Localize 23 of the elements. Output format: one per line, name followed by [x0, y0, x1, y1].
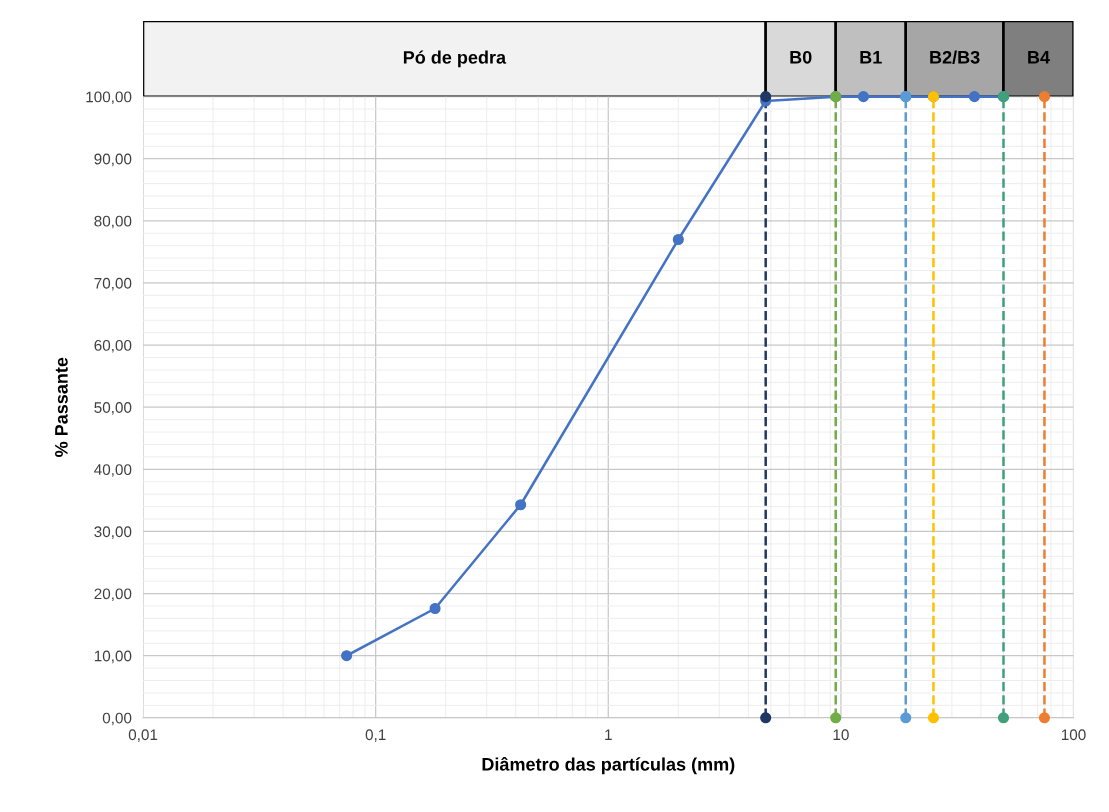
x-tick-label: 1 [605, 729, 612, 740]
y-tick-label: 20,00 [94, 588, 132, 602]
x-tick-label: 0,1 [365, 729, 386, 742]
y-tick-label: 0,00 [102, 712, 132, 726]
x-axis-title: Diâmetro das partículas (mm) [482, 757, 735, 775]
series-label: B2/B3 [930, 50, 980, 64]
y-tick-label: 70,00 [94, 277, 132, 291]
y-tick-label: 30,00 [94, 526, 132, 539]
y-tick-label: 90,00 [94, 153, 132, 167]
series-label: Pó de pedra [403, 50, 507, 68]
y-tick-label: 40,00 [94, 464, 132, 477]
y-tick-label: 100,00 [86, 91, 132, 105]
y-tick-label: 10,00 [94, 650, 132, 664]
series-label: B1 [860, 51, 882, 64]
series-label: B0 [790, 50, 812, 64]
y-tick-label: 50,00 [94, 402, 132, 415]
y-axis-title: % Passante [55, 357, 68, 457]
x-tick-label: 0,01 [128, 729, 158, 742]
y-tick-label: 80,00 [94, 215, 132, 229]
x-tick-label: 10 [833, 729, 849, 741]
y-tick-label: 60,00 [94, 339, 132, 353]
series-label: B4 [1028, 51, 1050, 64]
x-tick-label: 100 [1061, 729, 1086, 741]
